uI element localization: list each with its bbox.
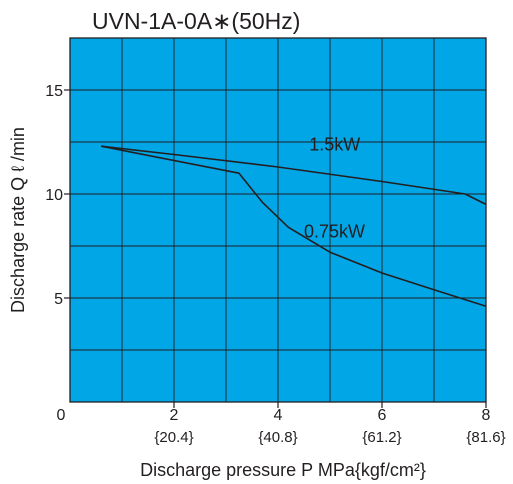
x-tick-sublabel: {40.8} [258, 429, 297, 446]
series-line-0-75kw [101, 145, 487, 308]
y-tick-label: 10 [45, 187, 63, 204]
y-tick-label: 15 [45, 83, 63, 100]
x-axis-label: Discharge pressure P MPa{kgf/cm²} [140, 460, 426, 480]
series-labels: 1.5kW 0.75kW [304, 134, 365, 241]
series-line-1-5kw [101, 145, 487, 206]
y-axis-ticks: 5 10 15 [45, 83, 70, 308]
y-tick-label: 5 [54, 291, 63, 308]
y-axis-label: Discharge rate Q ℓ /min [8, 127, 28, 313]
x-tick-sublabel: {81.6} [466, 429, 505, 446]
x-tick-label: 2 [170, 407, 179, 424]
chart-title: UVN-1A-0A∗(50Hz) [92, 8, 300, 34]
x-tick-label: 6 [378, 407, 387, 424]
series-label: 1.5kW [309, 134, 360, 154]
x-tick-sublabel: {20.4} [154, 429, 193, 446]
x-tick-label: 0 [57, 407, 66, 424]
x-tick-sublabel: {61.2} [362, 429, 401, 446]
x-tick-label: 4 [274, 407, 283, 424]
x-axis-ticks: 0 2 {20.4} 4 {40.8} 6 {61.2} 8 {81.6} [57, 402, 506, 446]
series-label: 0.75kW [304, 222, 365, 242]
grid-lines [70, 38, 486, 402]
series-group [101, 145, 487, 308]
x-tick-label: 8 [482, 407, 491, 424]
